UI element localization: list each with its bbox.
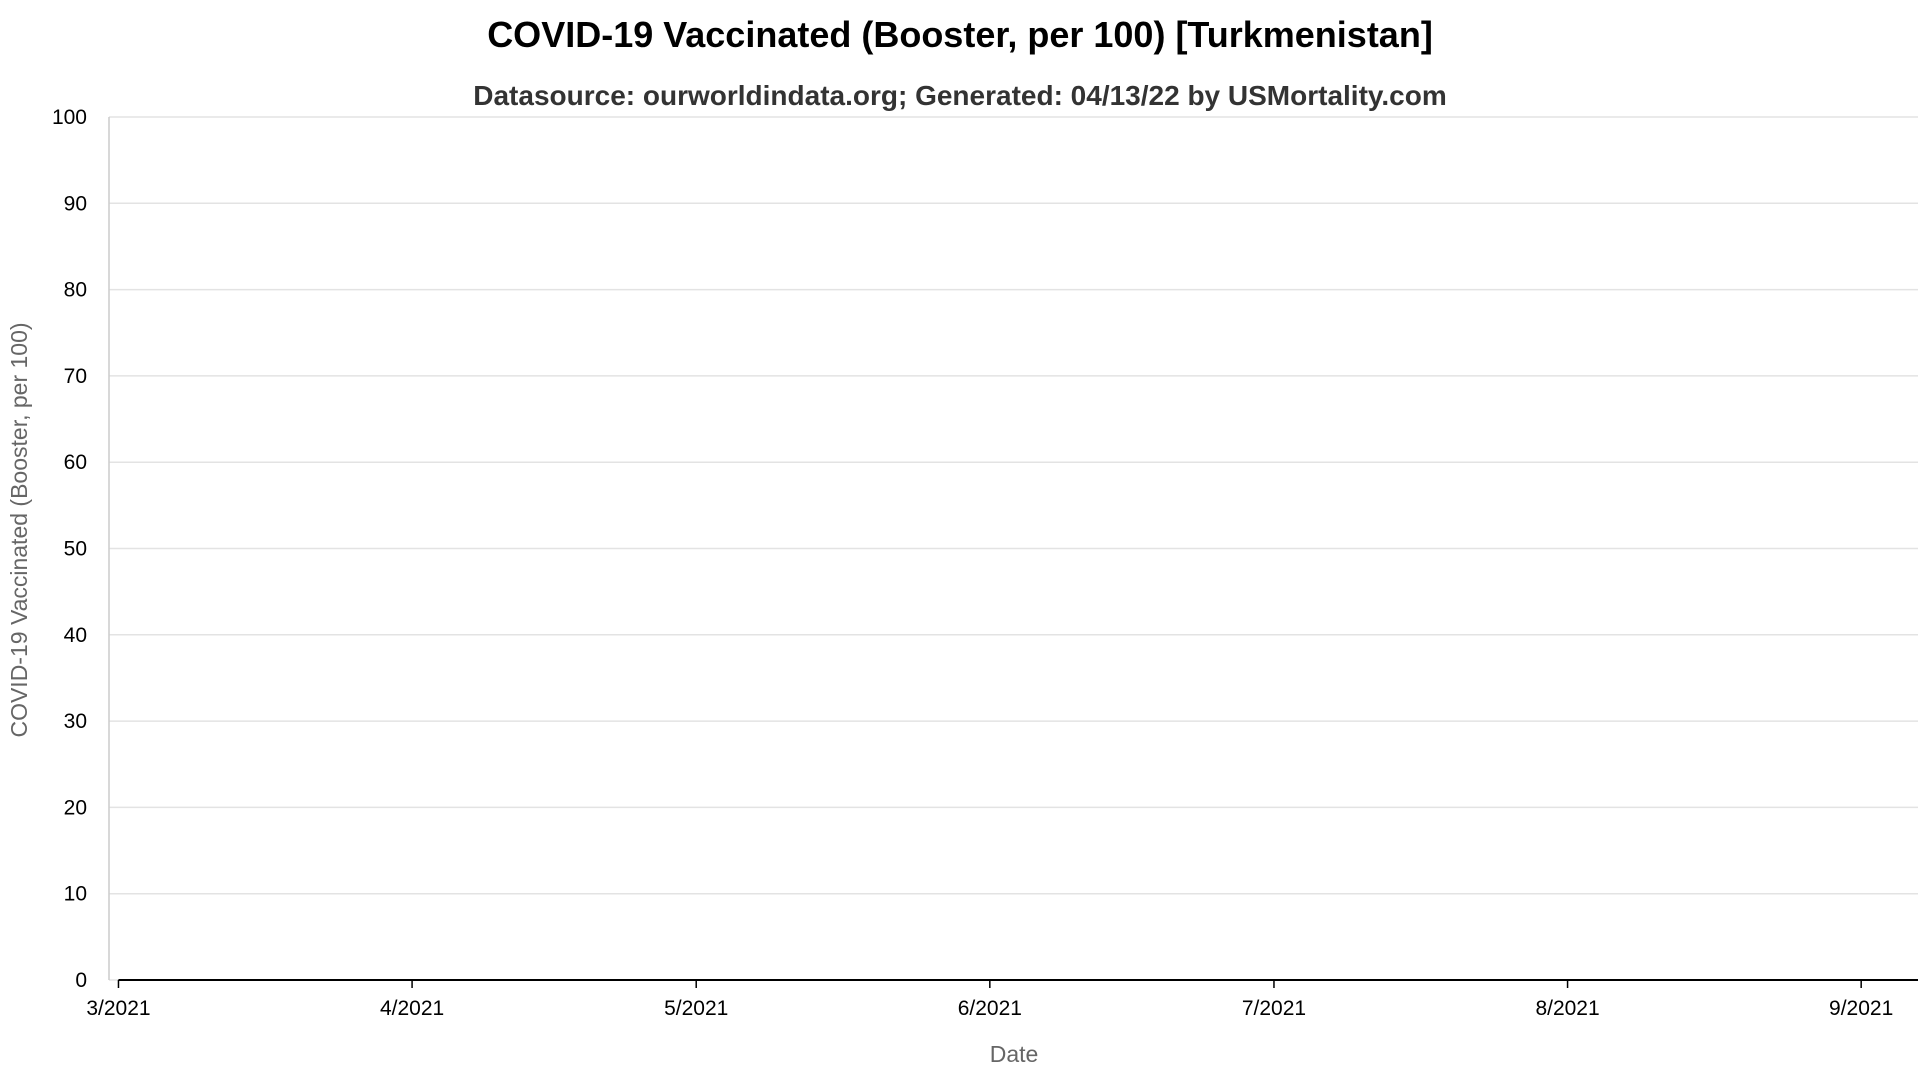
- x-axis-ticks: 3/2021 4/2021 5/2021 6/2021 7/2021 8/2021 9/20…: [86, 980, 1893, 1020]
- y-tick-label: 90: [64, 192, 87, 215]
- x-tick-label: 5/2021: [664, 997, 728, 1020]
- y-tick-label: 30: [64, 710, 87, 733]
- chart-subtitle: Datasource: ourworldindata.org; Generate…: [473, 80, 1447, 111]
- y-tick-label: 20: [64, 796, 87, 819]
- y-tick-label: 60: [64, 451, 87, 474]
- chart-title: COVID-19 Vaccinated (Booster, per 100) […: [487, 14, 1433, 55]
- gridlines: [109, 116, 1918, 981]
- y-tick-label: 10: [64, 883, 87, 906]
- y-tick-label: 50: [64, 538, 87, 561]
- y-tick-label: 70: [64, 365, 87, 388]
- y-axis-ticks: 0 10 20 30 40 50 60 70 80 90 100: [52, 106, 87, 992]
- y-tick-label: 80: [64, 279, 87, 302]
- x-tick-label: 4/2021: [380, 997, 444, 1020]
- y-tick-label: 40: [64, 624, 87, 647]
- x-axis-title: Date: [990, 1041, 1039, 1067]
- x-tick-label: 3/2021: [86, 997, 150, 1020]
- y-tick-label: 100: [52, 106, 87, 129]
- x-tick-label: 7/2021: [1242, 997, 1306, 1020]
- y-axis-title: COVID-19 Vaccinated (Booster, per 100): [6, 322, 32, 737]
- y-tick-label: 0: [75, 969, 87, 992]
- x-tick-label: 8/2021: [1535, 997, 1599, 1020]
- x-tick-label: 6/2021: [958, 997, 1022, 1020]
- x-tick-label: 9/2021: [1829, 997, 1893, 1020]
